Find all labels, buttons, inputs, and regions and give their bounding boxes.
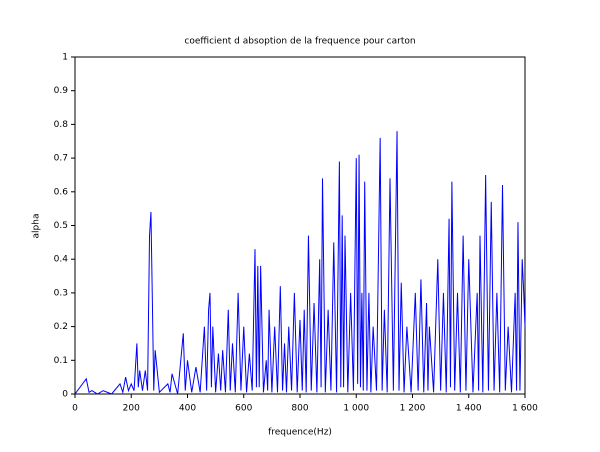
y-tick-label: 0.2 — [54, 322, 68, 332]
y-tick-label: 0.6 — [54, 187, 69, 197]
chart-title: coefficient d absoption de la frequence … — [184, 37, 415, 47]
x-tick-label: 1 000 — [343, 404, 369, 414]
y-tick-label: 0.1 — [54, 356, 68, 366]
y-tick-label: 0 — [62, 390, 68, 400]
x-tick-label: 1 200 — [400, 404, 426, 414]
x-axis-label: frequence(Hz) — [268, 428, 332, 438]
y-axis-label: alpha — [32, 214, 42, 239]
x-tick-label: 600 — [235, 404, 252, 414]
x-tick-label: 200 — [123, 404, 140, 414]
data-line — [74, 131, 526, 395]
y-tick-label: 0.9 — [54, 86, 69, 96]
y-tick-label: 1 — [62, 53, 68, 63]
x-tick-label: 0 — [72, 404, 78, 414]
x-tick-label: 400 — [179, 404, 196, 414]
y-tick-label: 0.8 — [54, 120, 69, 130]
y-tick-label: 0.3 — [54, 288, 68, 298]
x-tick-label: 1 600 — [512, 404, 538, 414]
y-tick-label: 0.5 — [54, 221, 68, 231]
y-tick-label: 0.7 — [54, 154, 68, 164]
y-tick-label: 0.4 — [54, 255, 69, 265]
x-tick-label: 800 — [291, 404, 308, 414]
x-tick-label: 1 400 — [456, 404, 482, 414]
